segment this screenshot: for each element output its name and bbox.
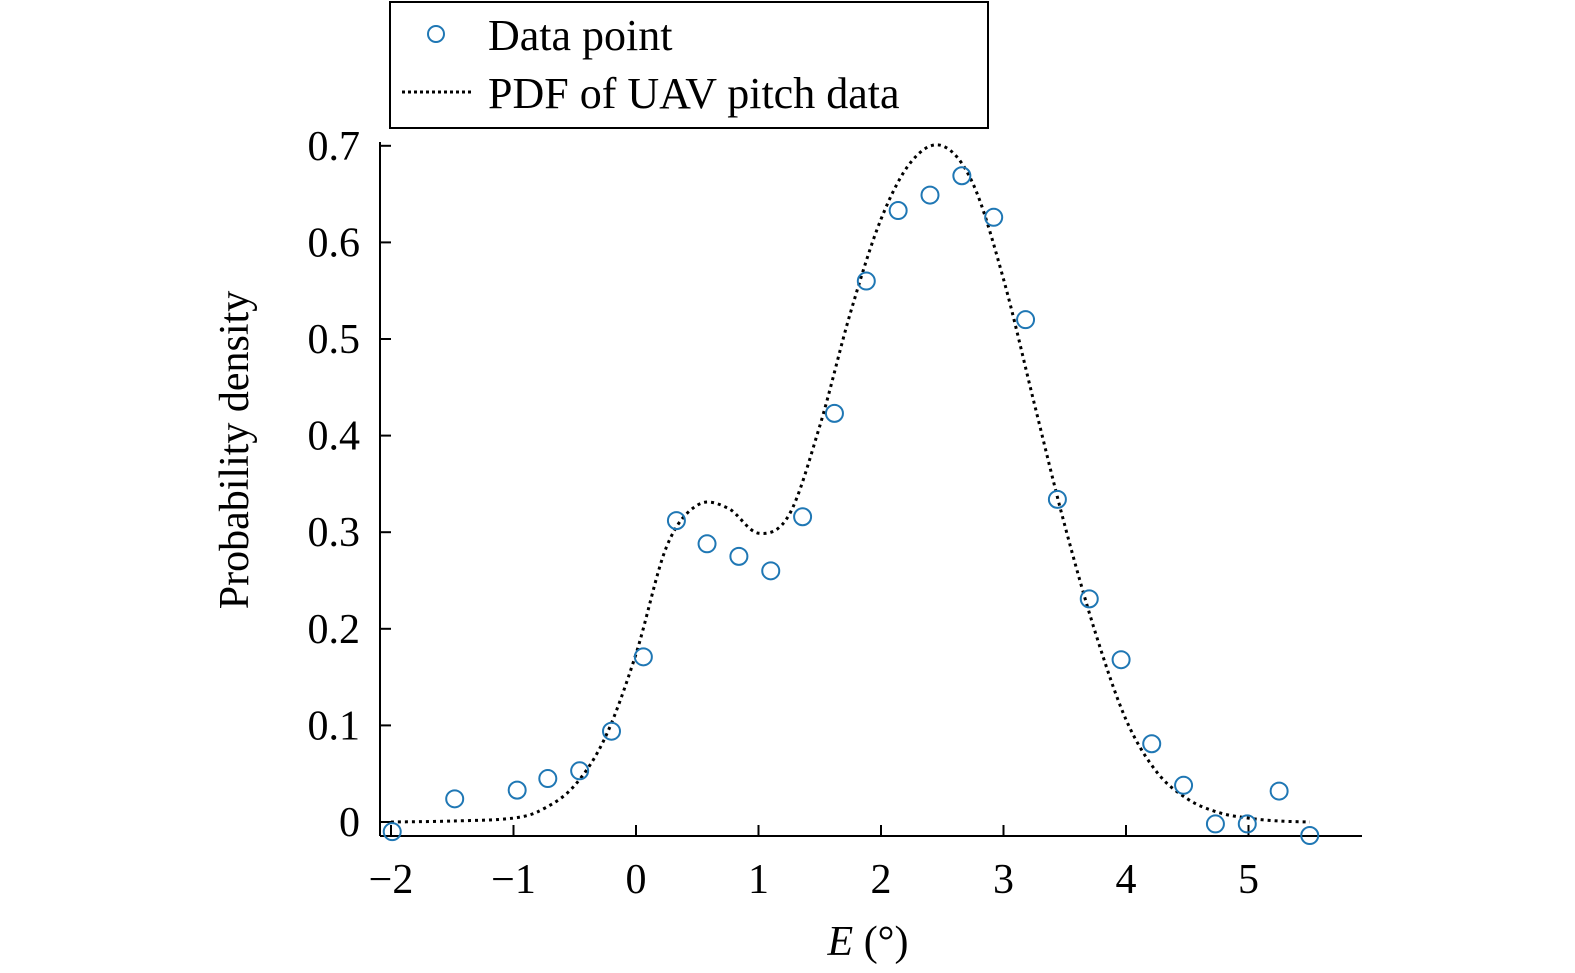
x-axis-title: E (°): [827, 919, 909, 965]
x-axis-title-unit: (°): [853, 919, 908, 965]
axes: [379, 142, 1362, 837]
legend-box: [389, 1, 989, 129]
data-point: [445, 789, 465, 809]
legend-circle-icon: [427, 25, 445, 43]
data-point: [1079, 589, 1099, 609]
legend: Data point PDF of UAV pitch data: [389, 1, 989, 129]
legend-label-pdf: PDF of UAV pitch data: [488, 69, 900, 118]
y-tick-label: 0.6: [308, 220, 361, 266]
data-point: [888, 201, 908, 221]
data-point: [666, 511, 686, 531]
data-point: [1047, 489, 1067, 509]
data-point: [382, 822, 402, 842]
data-point: [602, 721, 621, 741]
data-points-layer: [382, 166, 1320, 846]
data-point: [1269, 781, 1289, 801]
data-point: [729, 546, 749, 566]
y-tick-label: 0.4: [308, 414, 361, 460]
y-tick-label: 0.3: [308, 510, 361, 556]
x-ticks: −2 −1 0 1 2 3 4 5: [369, 825, 1259, 903]
data-point: [1174, 775, 1194, 795]
y-axis-title: Probability density: [212, 291, 258, 610]
data-point: [761, 561, 781, 581]
y-ticks: 0 0.1 0.2 0.3 0.4 0.5 0.6 0.7: [308, 124, 391, 846]
data-point: [920, 185, 940, 205]
x-tick-label: −1: [491, 857, 536, 903]
y-tick-label: 0.1: [308, 703, 361, 749]
x-tick-label: 4: [1116, 857, 1137, 903]
x-tick-label: 1: [748, 857, 769, 903]
data-point: [1300, 826, 1320, 846]
y-tick-label: 0.2: [308, 607, 361, 653]
y-tick-label: 0: [339, 800, 360, 846]
x-tick-label: 2: [871, 857, 892, 903]
pdf-curve-layer: [390, 143, 1310, 824]
x-tick-label: 5: [1238, 857, 1259, 903]
x-tick-label: 3: [993, 857, 1014, 903]
data-point: [1111, 650, 1131, 670]
y-tick-label: 0.7: [308, 124, 361, 170]
data-point: [824, 403, 844, 423]
data-point: [507, 780, 527, 800]
data-point: [538, 769, 558, 789]
data-point: [856, 271, 876, 291]
data-point: [633, 647, 653, 667]
data-point: [1205, 814, 1225, 834]
data-point: [984, 207, 1004, 227]
data-point: [952, 166, 972, 186]
data-point: [1016, 310, 1036, 330]
legend-label-data-point: Data point: [488, 11, 673, 60]
x-tick-label: −2: [369, 857, 414, 903]
data-point: [793, 507, 813, 527]
x-tick-label: 0: [626, 857, 647, 903]
data-point: [570, 761, 590, 781]
pdf-curve: [390, 143, 1310, 824]
data-point: [1237, 814, 1257, 834]
y-tick-label: 0.5: [308, 317, 361, 363]
x-axis-title-variable: E: [827, 919, 854, 965]
data-point: [1142, 734, 1162, 754]
data-point: [697, 534, 717, 554]
